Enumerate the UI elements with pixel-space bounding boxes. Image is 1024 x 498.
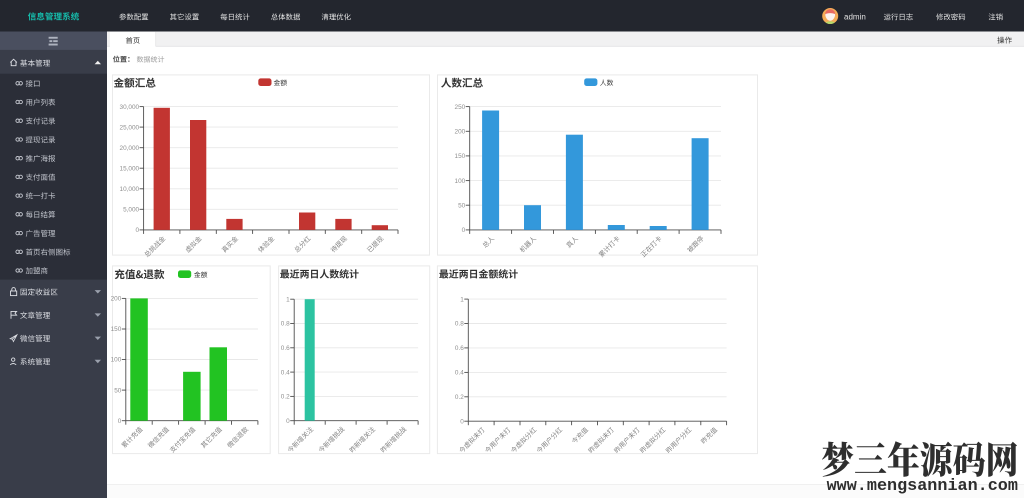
svg-text:0: 0	[286, 418, 290, 425]
svg-text:0.8: 0.8	[455, 321, 464, 328]
svg-text:0: 0	[136, 227, 140, 234]
svg-text:200: 200	[455, 129, 466, 136]
svg-text:100: 100	[111, 357, 122, 364]
svg-text:0: 0	[118, 418, 122, 425]
svg-text:100: 100	[455, 178, 466, 185]
svg-text:200: 200	[111, 296, 122, 303]
svg-text:0.2: 0.2	[281, 394, 290, 401]
svg-text:5,000: 5,000	[123, 207, 139, 214]
svg-text:50: 50	[458, 202, 466, 209]
svg-text:1: 1	[460, 296, 464, 303]
svg-text:0.6: 0.6	[281, 345, 290, 352]
svg-text:admin: admin	[844, 12, 866, 21]
svg-text:0: 0	[460, 418, 464, 425]
svg-text:10,000: 10,000	[120, 186, 140, 193]
svg-text:0: 0	[462, 227, 466, 234]
svg-text:0.6: 0.6	[455, 345, 464, 352]
svg-text:0.4: 0.4	[281, 369, 290, 376]
svg-text:0.2: 0.2	[455, 394, 464, 401]
svg-text:15,000: 15,000	[120, 165, 140, 172]
svg-text:150: 150	[111, 326, 122, 333]
svg-text:0.8: 0.8	[281, 321, 290, 328]
svg-text:50: 50	[114, 387, 122, 394]
svg-text:1: 1	[286, 296, 290, 303]
svg-text:20,000: 20,000	[120, 145, 140, 152]
svg-text:30,000: 30,000	[120, 104, 140, 111]
svg-text:25,000: 25,000	[120, 124, 140, 131]
svg-text:0.4: 0.4	[455, 370, 464, 377]
svg-text:250: 250	[455, 104, 466, 111]
svg-text:www.mengsannian.com: www.mengsannian.com	[827, 477, 1018, 496]
svg-text:150: 150	[455, 153, 466, 160]
